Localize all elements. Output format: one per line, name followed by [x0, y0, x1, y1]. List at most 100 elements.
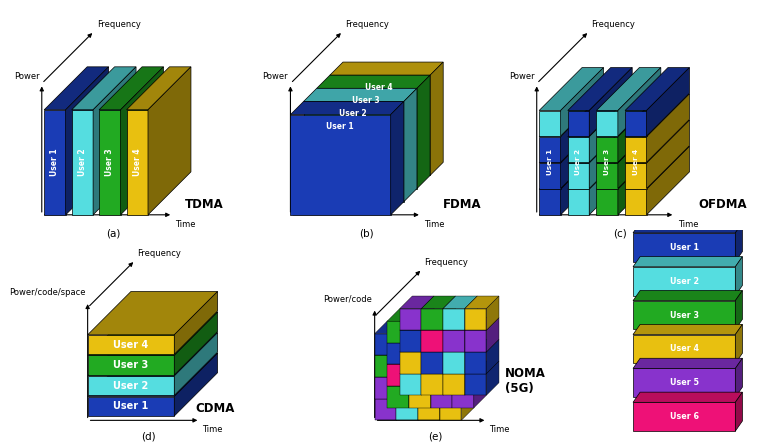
- Polygon shape: [396, 386, 409, 420]
- Polygon shape: [93, 67, 136, 215]
- Polygon shape: [418, 377, 439, 399]
- Polygon shape: [430, 62, 443, 175]
- Polygon shape: [439, 355, 462, 377]
- Text: NOMA
(5G): NOMA (5G): [505, 367, 545, 395]
- Polygon shape: [589, 120, 632, 189]
- Polygon shape: [409, 330, 443, 343]
- Polygon shape: [439, 365, 474, 377]
- Polygon shape: [148, 67, 191, 215]
- Polygon shape: [422, 352, 443, 373]
- Polygon shape: [439, 399, 462, 420]
- Polygon shape: [431, 309, 443, 343]
- Polygon shape: [443, 296, 478, 309]
- Polygon shape: [597, 68, 660, 110]
- Polygon shape: [439, 365, 452, 399]
- Polygon shape: [418, 343, 431, 377]
- Polygon shape: [465, 361, 499, 373]
- Polygon shape: [618, 68, 660, 136]
- Polygon shape: [486, 339, 499, 373]
- Polygon shape: [329, 75, 430, 175]
- Polygon shape: [409, 309, 443, 321]
- Polygon shape: [387, 321, 409, 343]
- Text: User 5: User 5: [670, 378, 699, 387]
- Polygon shape: [290, 114, 391, 215]
- Polygon shape: [121, 67, 164, 215]
- Polygon shape: [443, 339, 478, 352]
- Polygon shape: [625, 110, 647, 136]
- Polygon shape: [400, 352, 422, 373]
- Text: Time: Time: [203, 425, 223, 434]
- Polygon shape: [431, 373, 443, 408]
- Polygon shape: [633, 301, 735, 329]
- Polygon shape: [633, 257, 743, 267]
- Text: Frequency: Frequency: [97, 19, 141, 29]
- Polygon shape: [387, 330, 422, 343]
- Polygon shape: [735, 392, 743, 431]
- Polygon shape: [431, 343, 452, 365]
- Polygon shape: [422, 330, 443, 352]
- Polygon shape: [418, 386, 452, 399]
- Polygon shape: [409, 365, 431, 386]
- Polygon shape: [418, 321, 452, 334]
- Polygon shape: [561, 120, 604, 189]
- Polygon shape: [462, 386, 474, 420]
- Text: Power: Power: [14, 72, 39, 81]
- Polygon shape: [71, 110, 93, 215]
- Polygon shape: [633, 324, 743, 335]
- Polygon shape: [539, 68, 604, 110]
- Polygon shape: [735, 257, 743, 296]
- Polygon shape: [400, 339, 434, 352]
- Text: User 4: User 4: [133, 149, 142, 176]
- Polygon shape: [422, 309, 443, 330]
- Polygon shape: [735, 223, 743, 262]
- Polygon shape: [45, 110, 65, 215]
- Polygon shape: [422, 296, 434, 330]
- Text: Power: Power: [263, 72, 288, 81]
- Polygon shape: [568, 120, 632, 163]
- Polygon shape: [443, 296, 455, 330]
- Text: User 2: User 2: [575, 149, 581, 175]
- Polygon shape: [45, 67, 108, 110]
- Polygon shape: [561, 68, 604, 136]
- Polygon shape: [418, 365, 452, 377]
- Polygon shape: [396, 377, 418, 399]
- Polygon shape: [452, 373, 486, 386]
- Polygon shape: [625, 189, 647, 215]
- Polygon shape: [387, 365, 409, 386]
- Polygon shape: [452, 365, 474, 386]
- Polygon shape: [597, 163, 618, 189]
- Text: User 4: User 4: [365, 83, 392, 91]
- Text: User 3: User 3: [604, 149, 610, 175]
- Polygon shape: [409, 309, 422, 343]
- Text: User 1: User 1: [114, 401, 148, 411]
- Polygon shape: [409, 373, 422, 408]
- Polygon shape: [174, 333, 217, 396]
- Polygon shape: [633, 267, 735, 296]
- Polygon shape: [568, 146, 632, 189]
- Polygon shape: [316, 88, 417, 189]
- Polygon shape: [409, 352, 443, 365]
- Polygon shape: [443, 361, 455, 395]
- Polygon shape: [589, 94, 632, 162]
- Polygon shape: [568, 110, 589, 136]
- Polygon shape: [431, 352, 465, 365]
- Polygon shape: [465, 339, 499, 352]
- Polygon shape: [462, 321, 474, 355]
- Polygon shape: [422, 373, 443, 395]
- Polygon shape: [431, 365, 452, 386]
- Polygon shape: [486, 361, 499, 395]
- Polygon shape: [647, 146, 690, 215]
- Polygon shape: [422, 296, 455, 309]
- Polygon shape: [418, 321, 431, 355]
- Polygon shape: [418, 355, 439, 377]
- Text: Time: Time: [175, 220, 196, 229]
- Polygon shape: [396, 321, 431, 334]
- Polygon shape: [589, 146, 632, 215]
- Polygon shape: [400, 361, 434, 373]
- Polygon shape: [625, 68, 690, 110]
- Text: (e): (e): [428, 432, 442, 442]
- Polygon shape: [431, 352, 443, 386]
- Polygon shape: [375, 377, 396, 399]
- Text: User 4: User 4: [633, 149, 639, 175]
- Polygon shape: [431, 309, 465, 321]
